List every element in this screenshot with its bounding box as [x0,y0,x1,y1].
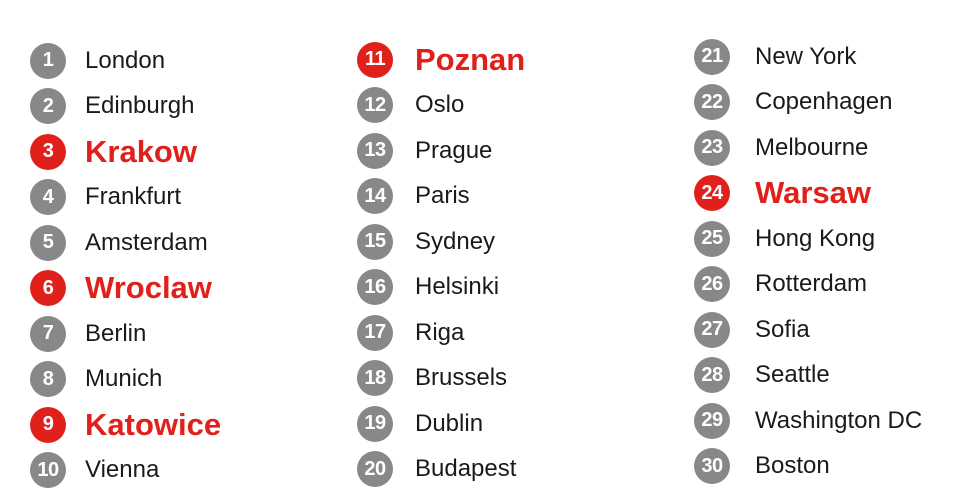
city-name: Vienna [85,456,160,484]
list-item: 28 Seattle [694,353,922,399]
city-name: Washington DC [755,406,923,434]
rank-badge: 4 [30,179,66,216]
city-name: Melbourne [755,133,869,161]
rank-badge: 7 [30,315,66,352]
list-item: 13 Prague [357,128,525,174]
city-name: Warsaw [755,175,872,211]
list-item: 4 Frankfurt [30,175,221,221]
city-name: Brussels [415,364,508,392]
rank-badge: 8 [30,361,66,398]
rank-badge: 13 [357,132,393,169]
list-item: 29 Washington DC [694,398,922,444]
city-name: Krakow [85,133,197,169]
city-name: Hong Kong [755,224,876,252]
city-name: Poznan [415,41,526,77]
city-name: Boston [755,452,830,480]
list-item: 6 Wroclaw [30,266,221,312]
city-name: Berlin [85,319,147,347]
rank-badge: 27 [694,311,730,348]
ranking-column-1: 1 London 2 Edinburgh 3 Krakow 4 Frankfurt 5 Amste… [30,38,221,493]
list-item: 27 Sofia [694,307,922,353]
list-item: 21 New York [694,34,922,80]
city-name: Riga [415,318,465,346]
rank-badge: 20 [357,451,393,488]
city-name: Budapest [415,455,517,483]
city-name: Prague [415,136,493,164]
rank-badge: 25 [694,220,730,257]
city-name: Katowice [85,406,222,442]
list-item: 25 Hong Kong [694,216,922,262]
rank-badge: 30 [694,448,730,485]
city-name: Paris [415,182,470,210]
list-item: 11 Poznan [357,37,525,83]
rank-badge: 9 [30,406,66,443]
rank-badge: 21 [694,38,730,75]
list-item: 5 Amsterdam [30,220,221,266]
list-item: 10 Vienna [30,448,221,494]
ranking-column-3: 21 New York 22 Copenhagen 23 Melbourne 24 Warsa… [694,34,922,489]
rank-badge: 16 [357,269,393,306]
rank-badge: 26 [694,266,730,303]
list-item: 8 Munich [30,357,221,403]
list-item: 22 Copenhagen [694,80,922,126]
city-name: Wroclaw [85,270,212,306]
city-name: Seattle [755,361,830,389]
rank-badge: 1 [30,42,66,79]
rank-badge: 6 [30,270,66,307]
city-name: Dublin [415,409,484,437]
list-item: 18 Brussels [357,356,525,402]
rank-badge: 19 [357,405,393,442]
list-item: 19 Dublin [357,401,525,447]
city-name: Munich [85,365,163,393]
list-item: 16 Helsinki [357,265,525,311]
list-item: 23 Melbourne [694,125,922,171]
list-item: 26 Rotterdam [694,262,922,308]
rank-badge: 29 [694,402,730,439]
city-name: Copenhagen [755,88,893,116]
city-name: Sydney [415,227,496,255]
list-item: 1 London [30,38,221,84]
list-item: 9 Katowice [30,402,221,448]
rank-badge: 23 [694,129,730,166]
list-item: 3 Krakow [30,129,221,175]
list-item: 2 Edinburgh [30,84,221,130]
city-name: Frankfurt [85,183,182,211]
rank-badge: 5 [30,224,66,261]
city-name: Amsterdam [85,228,208,256]
rank-badge: 12 [357,87,393,124]
city-name: New York [755,42,857,70]
list-item: 24 Warsaw [694,171,922,217]
rank-badge: 14 [357,178,393,215]
city-name: Rotterdam [755,270,868,298]
rank-badge: 24 [694,175,730,212]
rank-badge: 3 [30,133,66,170]
city-name: Edinburgh [85,92,195,120]
list-item: 14 Paris [357,174,525,220]
list-item: 15 Sydney [357,219,525,265]
list-item: 17 Riga [357,310,525,356]
rank-badge: 22 [694,84,730,121]
rank-badge: 10 [30,452,66,489]
list-item: 30 Boston [694,444,922,490]
city-name: Helsinki [415,273,500,301]
list-item: 12 Oslo [357,83,525,129]
rank-badge: 11 [357,41,393,78]
ranking-column-2: 11 Poznan 12 Oslo 13 Prague 14 Paris 15 Sydney 16 H… [357,37,525,492]
rank-badge: 2 [30,88,66,125]
rank-badge: 17 [357,314,393,351]
city-name: London [85,46,166,74]
city-name: Oslo [415,91,465,119]
list-item: 20 Budapest [357,447,525,493]
rank-badge: 18 [357,360,393,397]
rank-badge: 28 [694,357,730,394]
list-item: 7 Berlin [30,311,221,357]
rank-badge: 15 [357,223,393,260]
city-name: Sofia [755,315,810,343]
